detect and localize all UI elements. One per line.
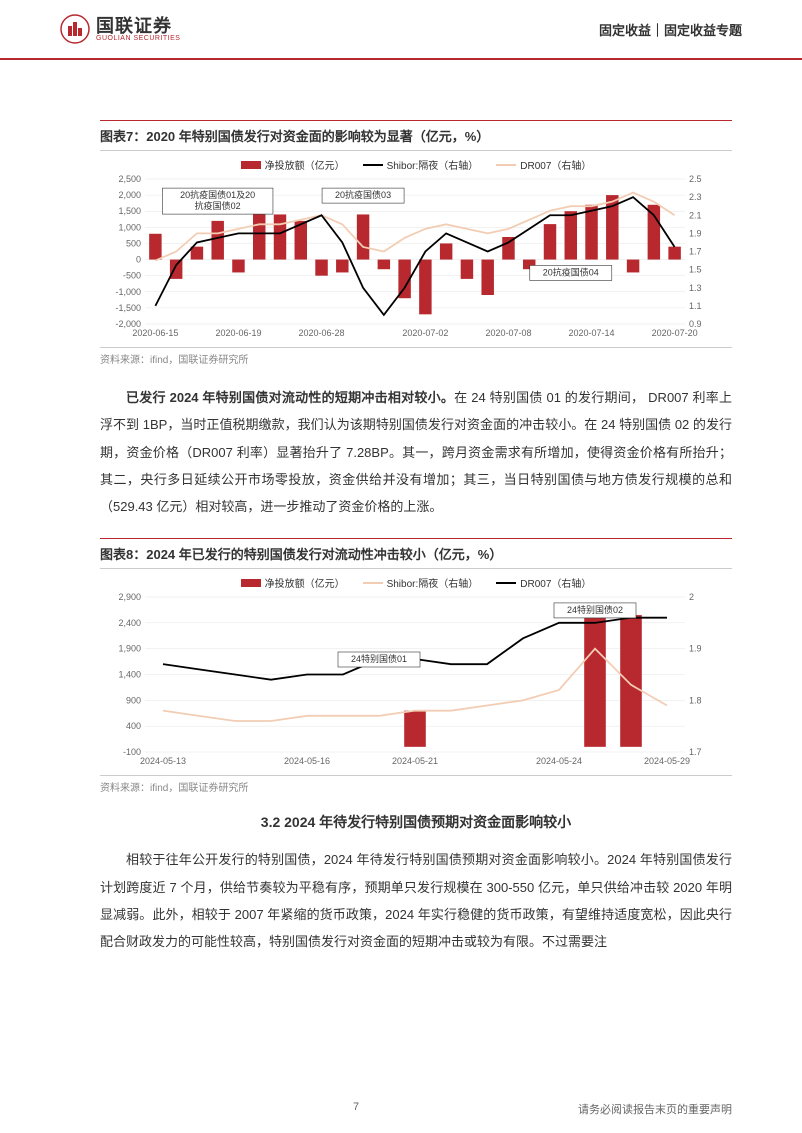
svg-text:2,900: 2,900 [118,592,141,602]
chart8-legend: 净投放额（亿元）Shibor:隔夜（右轴）DR007（右轴） [100,569,732,592]
logo-text-cn: 国联证券 [96,17,180,35]
svg-text:-500: -500 [123,271,141,281]
main-content: 图表7：2020 年特别国债发行对资金面的影响较为显著（亿元，%） 净投放额（亿… [100,120,732,974]
chart8: 净投放额（亿元）Shibor:隔夜（右轴）DR007（右轴） -100 400 90… [100,569,732,775]
svg-text:1.3: 1.3 [689,283,702,293]
svg-text:20抗疫国债01及20: 20抗疫国债01及20 [180,189,255,200]
svg-text:2,000: 2,000 [118,190,141,200]
page-header: 国联证券 GUOLIAN SECURITIES 固定收益｜固定收益专题 [0,0,802,60]
svg-text:2020-07-14: 2020-07-14 [569,328,615,338]
svg-text:2.1: 2.1 [689,210,702,220]
svg-text:2020-07-20: 2020-07-20 [652,328,698,338]
logo-icon [60,14,90,44]
svg-text:2.5: 2.5 [689,174,702,184]
svg-text:-1,000: -1,000 [115,287,141,297]
para1-rest: 在 24 特别国债 01 的发行期间， DR007 利率上浮不到 1BP，当时正… [100,390,732,514]
logo-text-en: GUOLIAN SECURITIES [96,35,180,42]
svg-text:抗疫国债02: 抗疫国债02 [195,200,241,211]
paragraph-1: 已发行 2024 年特别国债对流动性的短期冲击相对较小。在 24 特别国债 01… [100,384,732,520]
svg-text:2: 2 [689,592,694,602]
para1-lead: 已发行 2024 年特别国债对流动性的短期冲击相对较小。 [126,390,454,405]
chart8-source: 资料来源：ifind，国联证券研究所 [100,775,732,794]
svg-text:2024-05-13: 2024-05-13 [140,756,186,766]
svg-text:1.8: 1.8 [689,696,702,706]
svg-text:1.5: 1.5 [689,265,702,275]
chart8-svg: -100 400 900 1,400 1,900 2,400 2,900 1.7 1.8 1.9 2… [100,592,720,772]
svg-text:2.3: 2.3 [689,192,702,202]
section-3-2-title: 3.2 2024 年待发行特别国债预期对资金面影响较小 [100,812,732,832]
svg-text:2020-07-02: 2020-07-02 [402,328,448,338]
chart8-title: 图表8：2024 年已发行的特别国债发行对流动性冲击较小（亿元，%） [100,538,732,569]
svg-text:500: 500 [126,238,141,248]
svg-text:2020-06-19: 2020-06-19 [215,328,261,338]
chart7: 净投放额（亿元）Shibor:隔夜（右轴）DR007（右轴） -2,000-1,… [100,151,732,347]
svg-text:1.9: 1.9 [689,644,702,654]
svg-text:-1,500: -1,500 [115,303,141,313]
svg-text:2020-07-08: 2020-07-08 [485,328,531,338]
svg-text:24特别国债02: 24特别国债02 [567,604,623,615]
svg-text:24特别国债01: 24特别国债01 [351,653,407,664]
page-footer: 7 请务必阅读报告末页的重要声明 [0,1101,802,1113]
svg-text:2024-05-24: 2024-05-24 [536,756,582,766]
svg-text:20抗疫国债04: 20抗疫国债04 [543,266,599,277]
svg-text:1,900: 1,900 [118,644,141,654]
svg-text:900: 900 [126,696,141,706]
svg-text:2020-06-15: 2020-06-15 [132,328,178,338]
svg-text:20抗疫国债03: 20抗疫国债03 [335,189,391,200]
chart7-title: 图表7：2020 年特别国债发行对资金面的影响较为显著（亿元，%） [100,120,732,151]
svg-text:1,500: 1,500 [118,206,141,216]
header-category: 固定收益｜固定收益专题 [599,20,742,39]
logo: 国联证券 GUOLIAN SECURITIES [60,14,180,44]
chart7-svg: -2,000-1,500-1,000-50005001,0001,5002,00… [100,174,720,344]
svg-text:1,000: 1,000 [118,222,141,232]
svg-text:1.7: 1.7 [689,247,702,257]
svg-text:2024-05-16: 2024-05-16 [284,756,330,766]
svg-text:-100: -100 [123,747,141,757]
svg-text:1.7: 1.7 [689,747,702,757]
svg-text:1.1: 1.1 [689,301,702,311]
svg-text:400: 400 [126,722,141,732]
svg-text:1,400: 1,400 [118,670,141,680]
chart7-legend: 净投放额（亿元）Shibor:隔夜（右轴）DR007（右轴） [100,151,732,174]
svg-text:2,500: 2,500 [118,174,141,184]
chart7-source: 资料来源：ifind，国联证券研究所 [100,347,732,366]
svg-text:2024-05-21: 2024-05-21 [392,756,438,766]
footer-disclaimer: 请务必阅读报告末页的重要声明 [578,1101,732,1117]
paragraph-2: 相较于往年公开发行的特别国债，2024 年待发行特别国债预期对资金面影响较小。2… [100,846,732,955]
svg-text:2020-06-28: 2020-06-28 [299,328,345,338]
svg-text:2024-05-29: 2024-05-29 [644,756,690,766]
svg-text:1.9: 1.9 [689,228,702,238]
svg-text:2,400: 2,400 [118,618,141,628]
svg-text:0: 0 [136,255,141,265]
